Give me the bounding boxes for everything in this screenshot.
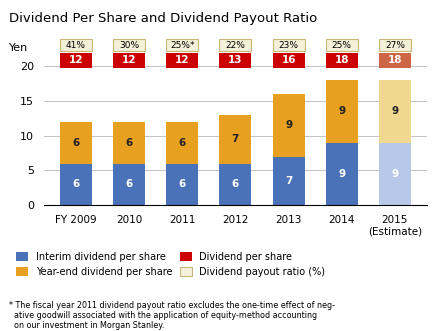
Text: 30%: 30% bbox=[119, 41, 139, 50]
Bar bbox=[166, 164, 198, 205]
Bar bbox=[326, 143, 358, 205]
Text: 12: 12 bbox=[69, 55, 83, 66]
Text: 18: 18 bbox=[334, 55, 349, 66]
Text: 22%: 22% bbox=[225, 41, 246, 50]
Text: 6: 6 bbox=[125, 138, 133, 148]
Text: 6: 6 bbox=[179, 179, 186, 189]
Text: 25%: 25% bbox=[332, 41, 352, 50]
Bar bbox=[379, 80, 411, 143]
Text: 18: 18 bbox=[388, 55, 402, 66]
Text: 27%: 27% bbox=[385, 41, 405, 50]
Text: 9: 9 bbox=[391, 169, 399, 179]
Legend: Interim dividend per share, Year-end dividend per share, Dividend per share, Div: Interim dividend per share, Year-end div… bbox=[16, 252, 326, 277]
Text: 41%: 41% bbox=[66, 41, 86, 50]
Text: 9: 9 bbox=[338, 106, 345, 117]
Bar bbox=[379, 143, 411, 205]
Text: 7: 7 bbox=[232, 134, 239, 144]
Text: 9: 9 bbox=[391, 106, 399, 117]
Text: 9: 9 bbox=[285, 120, 292, 130]
Bar bbox=[60, 122, 92, 164]
Text: 23%: 23% bbox=[279, 41, 299, 50]
Bar bbox=[60, 164, 92, 205]
Text: Yen: Yen bbox=[9, 43, 28, 53]
Bar bbox=[273, 157, 304, 205]
Text: 9: 9 bbox=[338, 169, 345, 179]
Bar bbox=[273, 94, 304, 157]
Text: 6: 6 bbox=[125, 179, 133, 189]
Bar bbox=[220, 115, 251, 164]
Bar bbox=[113, 164, 145, 205]
Text: * The fiscal year 2011 dividend payout ratio excludes the one-time effect of neg: * The fiscal year 2011 dividend payout r… bbox=[9, 301, 335, 330]
Text: 6: 6 bbox=[72, 179, 80, 189]
Bar bbox=[326, 80, 358, 143]
Text: 12: 12 bbox=[122, 55, 136, 66]
Text: 7: 7 bbox=[285, 176, 292, 186]
Text: 6: 6 bbox=[232, 179, 239, 189]
Bar bbox=[113, 122, 145, 164]
Text: 6: 6 bbox=[72, 138, 80, 148]
Text: Dividend Per Share and Dividend Payout Ratio: Dividend Per Share and Dividend Payout R… bbox=[9, 12, 317, 24]
Text: 25%*: 25%* bbox=[170, 41, 194, 50]
Text: 6: 6 bbox=[179, 138, 186, 148]
Bar bbox=[220, 164, 251, 205]
Text: 12: 12 bbox=[175, 55, 190, 66]
Bar bbox=[166, 122, 198, 164]
Text: 13: 13 bbox=[228, 55, 242, 66]
Text: 16: 16 bbox=[281, 55, 296, 66]
